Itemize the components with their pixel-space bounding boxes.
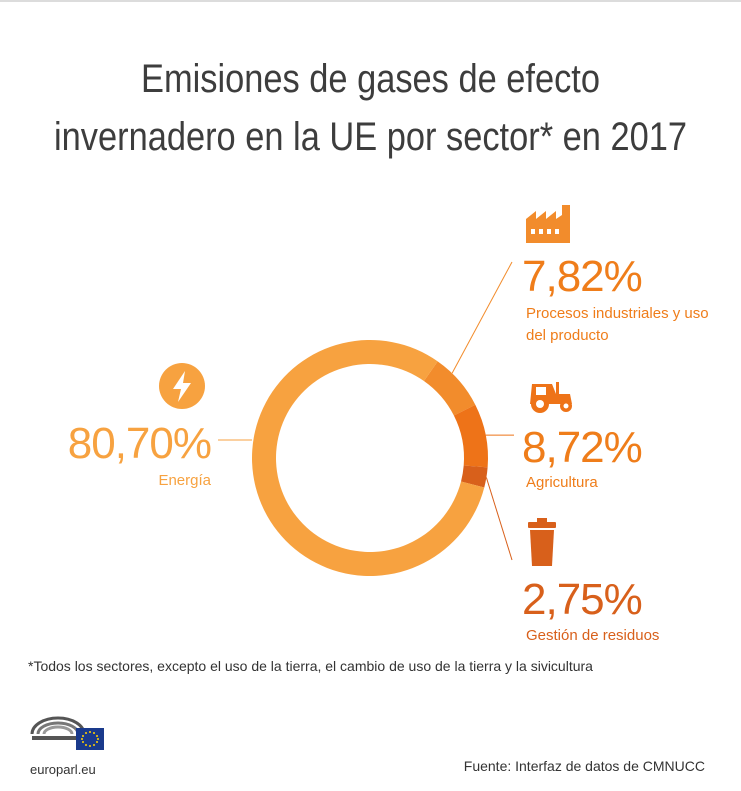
leader-line-residuos (485, 477, 513, 561)
leader-line-procesos (451, 261, 513, 374)
chart-title-line-1: Emisiones de gases de efecto (141, 57, 600, 101)
donut-chart (218, 261, 514, 576)
agricultura-percentage: 8,72% (522, 423, 643, 472)
tractor-icon (530, 382, 572, 413)
residuos-label: Gestión de residuos (526, 627, 660, 644)
slice-procesos (423, 361, 476, 416)
top-divider (0, 0, 741, 2)
footnote: *Todos los sectores, excepto el uso de l… (28, 658, 593, 674)
donut-slices (252, 340, 488, 576)
chart-title-line-2: invernadero en la UE por sector* en 2017 (54, 115, 687, 159)
agricultura-label: Agricultura (526, 474, 598, 491)
leader-lines (218, 261, 514, 561)
trash-can-icon (528, 518, 556, 566)
parliament-logo (30, 716, 104, 750)
energia-label: Energía (158, 472, 211, 489)
procesos-percentage: 7,82% (522, 252, 643, 301)
slice-residuos (461, 465, 488, 488)
source-text: Fuente: Interfaz de datos de CMNUCC (463, 758, 705, 774)
residuos-percentage: 2,75% (522, 575, 643, 624)
energia-percentage: 80,70% (67, 419, 212, 468)
procesos-label: Procesos industriales y uso del producto (526, 305, 709, 344)
factory-icon (526, 205, 570, 243)
chart-title: Emisiones de gases de efecto invernadero… (52, 50, 689, 166)
lightning-icon (159, 363, 205, 409)
slice-agricultura (453, 404, 488, 468)
brand-text: europarl.eu (30, 762, 96, 777)
